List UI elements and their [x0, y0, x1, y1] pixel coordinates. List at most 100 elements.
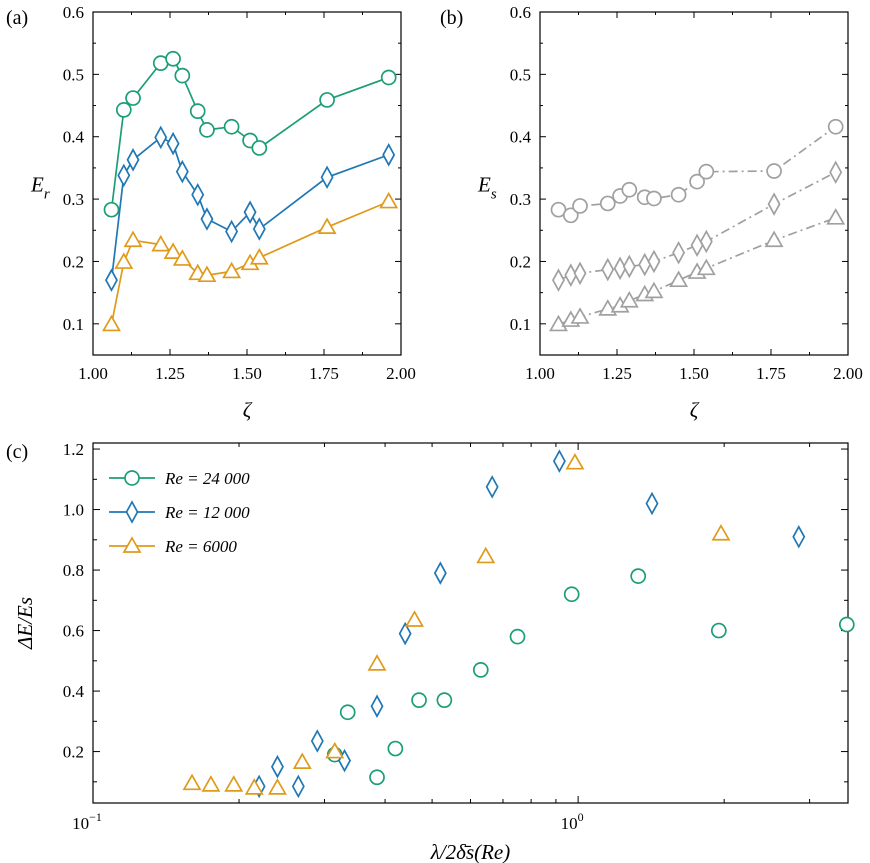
panel-b-series-1-point [573, 261, 587, 286]
panel-c-xtick-label: 100 [561, 810, 584, 833]
panel-c-series-1-point [792, 525, 806, 549]
panel-c-series-0-point [411, 692, 427, 708]
panel-c-ytick-label: 0.6 [63, 622, 84, 641]
panel-c-legend-marker [125, 500, 139, 524]
panel-a-ylabel: Er [30, 173, 50, 203]
panel-c-series-0-point [563, 586, 580, 603]
panel-c-ytick-label: 0.4 [63, 682, 85, 701]
panel-a-xtick-label: 1.50 [232, 364, 262, 383]
panel-a-series-1-point [382, 143, 396, 167]
panel-b-series-1-point [647, 249, 661, 274]
panel-c-series-2-point [476, 546, 496, 564]
panel-b-ytick-label: 0.1 [510, 315, 531, 334]
panel-b-series-2-point [549, 314, 568, 332]
panel-c-series-0-point [339, 704, 356, 721]
panel-b-series-0-point [827, 118, 844, 135]
panel-b-series-2-point [570, 307, 590, 324]
panel-b-series-0-point [646, 190, 662, 207]
panel-c-legend-label: Re = 12 000 [164, 503, 250, 522]
panel-b-xtick-label: 2.00 [833, 364, 863, 383]
panel-a-series-1-point [105, 268, 118, 292]
panel-a-series-2-point [197, 265, 217, 283]
panel-b-series-0-point [766, 163, 782, 179]
panel-a-series-1-point [252, 217, 266, 241]
panel-a-series-0-point [174, 67, 191, 84]
panel-c-series-1-point [398, 621, 412, 646]
panel-a-xtick-label: 1.25 [155, 364, 185, 383]
panel-a-xtick-label: 1.00 [78, 364, 108, 383]
panel-b-xlabel: ζ [690, 398, 700, 422]
panel-b-label: (b) [440, 7, 463, 29]
panel-c-xtick-exponent: −1 [89, 810, 102, 824]
panel-b-series-2-point [696, 258, 716, 276]
panel-a-series-2-point [114, 252, 134, 269]
panel-a-series-1-point [117, 163, 131, 188]
panel-b-series-1-point [552, 268, 565, 292]
panel-b-chart: 1.00 1.25 1.50 1.75 2.00 0.1 0.2 0.3 0.4 0.5 0.6 ζ E… [477, 3, 863, 422]
panel-a-ytick-label: 0.3 [63, 190, 84, 209]
panel-c-series-1-point [485, 475, 499, 499]
panel-c-series-1-point [310, 729, 324, 753]
panel-a-series-2-point [379, 191, 399, 209]
panel-c-series-2-point [565, 452, 585, 470]
panel-b-ytick-label: 0.6 [510, 3, 531, 22]
panel-b-series-0-point [572, 198, 588, 214]
panel-b-xtick-label: 1.50 [679, 364, 709, 383]
panel-c-series-1-point [370, 694, 384, 718]
panel-c-series-2-point [182, 773, 202, 791]
panel-a-xtick-label: 1.75 [309, 364, 339, 383]
panel-c-series-0-point [472, 662, 489, 678]
panel-a-series-1-point [320, 165, 334, 190]
panel-a-series-2-point [102, 314, 121, 332]
panel-b-series-1-point [690, 233, 704, 258]
panel-b-series-0-point [698, 163, 715, 180]
panel-b-series-0-point [562, 207, 579, 224]
panel-a-ytick-label: 0.5 [63, 65, 84, 84]
panel-a-series-2-point [172, 249, 192, 266]
panel-c-series-0-point [630, 568, 647, 584]
panel-b-series-2-point [764, 230, 784, 248]
panel-c-series-2-point [711, 524, 731, 541]
panel-c-series-2-point [244, 778, 264, 795]
panel-c-series-0-point [838, 616, 855, 633]
panel-c-ytick-label: 0.8 [63, 561, 84, 580]
panel-c-series-1-point [552, 449, 566, 473]
panel-c-legend-label: Re = 6000 [164, 537, 237, 556]
panel-c-legend-label: Re = 24 000 [164, 469, 250, 488]
panel-a-series-0-point [189, 103, 206, 120]
panel-c-series-0-point [369, 769, 385, 786]
panel-b-ylabel-subscript: s [491, 187, 497, 203]
panel-a-series-2-point [163, 242, 183, 259]
panel-c-series-0-point [509, 628, 526, 645]
panel-b-ytick-label: 0.5 [510, 65, 531, 84]
panel-b-series-2-point [669, 270, 689, 288]
panel-a-series-2-point [222, 261, 242, 279]
panel-c-series-0-point [387, 740, 404, 757]
panel-c-series-1-point [270, 754, 284, 779]
panel-a-series-0-point [223, 118, 240, 135]
panel-b-series-1-point [672, 240, 686, 265]
panel-b-series-0-point [621, 181, 638, 198]
panel-c-chart: 10−1 100 0.2 0.4 0.6 0.8 1.0 1.2 λ/2δ̄s(Re) ΔE/Es… [13, 440, 855, 863]
panel-b-ytick-label: 0.4 [510, 128, 532, 147]
panel-c-ytick-label: 0.2 [63, 743, 84, 762]
panel-c-legend-marker [124, 470, 140, 486]
panel-b-xtick-label: 1.25 [602, 364, 632, 383]
panel-b-ytick-label: 0.2 [510, 252, 531, 271]
panel-a-series-2-point [317, 217, 337, 235]
panel-a-label: (a) [6, 7, 28, 29]
panel-c-xlabel: λ/2δ̄s(Re) [430, 840, 511, 863]
panel-c-series-2-point [267, 778, 287, 795]
panel-b-ylabel: Es [477, 173, 497, 203]
panel-a-series-0-point [251, 140, 268, 156]
panel-b-xtick-label: 1.75 [756, 364, 786, 383]
panel-b-series-0-point [599, 195, 616, 212]
panel-c-legend-marker [122, 536, 142, 553]
panel-a-series-1-point [200, 207, 214, 231]
panel-c-series-2-point [201, 775, 221, 792]
panel-a-ytick-label: 0.4 [63, 128, 85, 147]
panel-a-series-0-point [165, 50, 181, 67]
panel-b-series-1-point [638, 252, 652, 277]
panel-c-series-0-point [436, 692, 453, 708]
panel-a-series-0-point [380, 69, 397, 86]
